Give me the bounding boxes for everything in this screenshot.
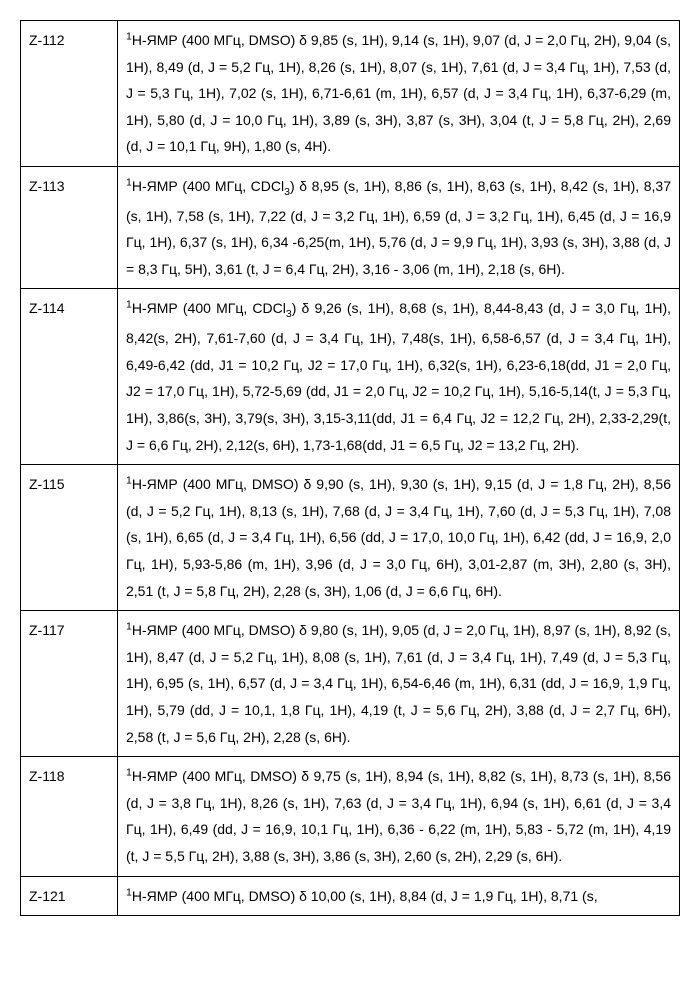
- nmr-data-table: Z-1121Н-ЯМР (400 МГц, DMSO) δ 9,85 (s, 1…: [20, 20, 680, 916]
- table-row: Z-1121Н-ЯМР (400 МГц, DMSO) δ 9,85 (s, 1…: [21, 21, 680, 167]
- table-body: Z-1121Н-ЯМР (400 МГц, DMSO) δ 9,85 (s, 1…: [21, 21, 680, 916]
- nmr-text-cell: 1Н-ЯМР (400 МГц, DMSO) δ 9,75 (s, 1H), 8…: [118, 757, 680, 876]
- nmr-text-cell: 1Н-ЯМР (400 МГц, CDCl3) δ 8,95 (s, 1H), …: [118, 166, 680, 289]
- compound-id-cell: Z-115: [21, 465, 118, 611]
- nmr-text-cell: 1Н-ЯМР (400 МГц, CDCl3) δ 9,26 (s, 1H), …: [118, 289, 680, 465]
- table-row: Z-1131Н-ЯМР (400 МГц, CDCl3) δ 8,95 (s, …: [21, 166, 680, 289]
- compound-id-cell: Z-114: [21, 289, 118, 465]
- table-row: Z-1181Н-ЯМР (400 МГц, DMSO) δ 9,75 (s, 1…: [21, 757, 680, 876]
- table-row: Z-1141Н-ЯМР (400 МГц, CDCl3) δ 9,26 (s, …: [21, 289, 680, 465]
- compound-id-cell: Z-117: [21, 611, 118, 757]
- table-row: Z-1211Н-ЯМР (400 МГц, DMSO) δ 10,00 (s, …: [21, 876, 680, 916]
- table-row: Z-1151Н-ЯМР (400 МГц, DMSO) δ 9,90 (s, 1…: [21, 465, 680, 611]
- nmr-text-cell: 1Н-ЯМР (400 МГц, DMSO) δ 9,80 (s, 1H), 9…: [118, 611, 680, 757]
- compound-id-cell: Z-118: [21, 757, 118, 876]
- table-row: Z-1171Н-ЯМР (400 МГц, DMSO) δ 9,80 (s, 1…: [21, 611, 680, 757]
- compound-id-cell: Z-112: [21, 21, 118, 167]
- nmr-text-cell: 1Н-ЯМР (400 МГц, DMSO) δ 9,90 (s, 1H), 9…: [118, 465, 680, 611]
- nmr-text-cell: 1Н-ЯМР (400 МГц, DMSO) δ 10,00 (s, 1H), …: [118, 876, 680, 916]
- nmr-text-cell: 1Н-ЯМР (400 МГц, DMSO) δ 9,85 (s, 1H), 9…: [118, 21, 680, 167]
- compound-id-cell: Z-121: [21, 876, 118, 916]
- compound-id-cell: Z-113: [21, 166, 118, 289]
